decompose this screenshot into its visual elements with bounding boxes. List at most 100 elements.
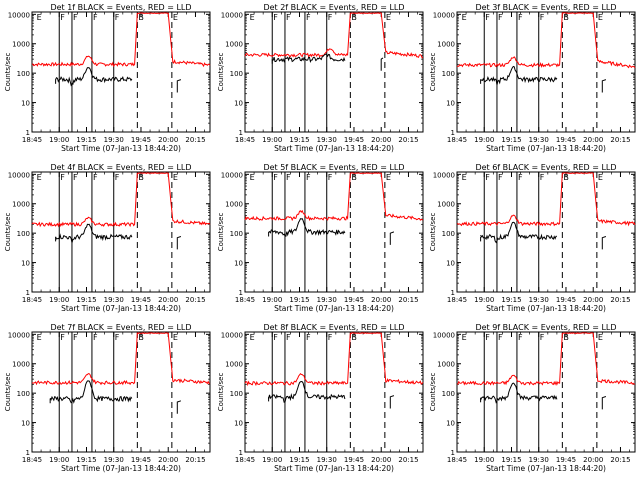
marker-label: E bbox=[173, 333, 178, 342]
x-tick-label: 20:15 bbox=[610, 136, 630, 144]
marker-label: F bbox=[60, 333, 65, 342]
y-tick-label: 10000 bbox=[433, 171, 455, 179]
events-series-line bbox=[480, 221, 557, 244]
marker-label: F bbox=[518, 173, 523, 182]
marker-label: F bbox=[60, 173, 65, 182]
x-tick-label: 19:30 bbox=[104, 136, 124, 144]
x-tick-label: 19:45 bbox=[556, 136, 576, 144]
marker-label: E bbox=[386, 13, 391, 22]
marker-label: F bbox=[93, 13, 98, 22]
marker-label: F bbox=[485, 333, 490, 342]
x-tick-label: 19:00 bbox=[474, 136, 494, 144]
events-series-line bbox=[55, 67, 133, 87]
x-tick-label: 19:45 bbox=[556, 296, 576, 304]
x-tick-label: 19:00 bbox=[49, 296, 69, 304]
x-tick-label: 20:15 bbox=[185, 136, 205, 144]
events-series-segment bbox=[380, 57, 384, 71]
lld-series-line bbox=[244, 172, 424, 222]
x-tick-label: 19:30 bbox=[104, 456, 124, 464]
marker-label: E bbox=[250, 13, 255, 22]
y-axis-label: Counts/sec bbox=[429, 373, 437, 412]
x-tick-label: 18:45 bbox=[447, 136, 467, 144]
y-tick-label: 10000 bbox=[221, 11, 243, 19]
x-tick-label: 19:45 bbox=[344, 136, 364, 144]
marker-label: E bbox=[462, 173, 467, 182]
x-tick-label: 20:00 bbox=[583, 456, 603, 464]
marker-label: F bbox=[540, 173, 545, 182]
x-tick-label: 18:45 bbox=[235, 136, 255, 144]
x-tick-label: 18:45 bbox=[447, 456, 467, 464]
y-tick-label: 10 bbox=[446, 260, 455, 268]
x-tick-label: 19:15 bbox=[289, 296, 309, 304]
y-tick-label: 1000 bbox=[225, 201, 243, 209]
y-tick-label: 10 bbox=[446, 420, 455, 428]
y-tick-label: 10000 bbox=[221, 331, 243, 339]
y-tick-label: 1000 bbox=[437, 361, 455, 369]
marker-label: F bbox=[286, 333, 291, 342]
marker-label: F bbox=[540, 333, 545, 342]
x-tick-label: 18:45 bbox=[447, 296, 467, 304]
marker-label: F bbox=[485, 173, 490, 182]
marker-label: F bbox=[60, 13, 65, 22]
marker-label: F bbox=[273, 13, 278, 22]
y-tick-label: 10000 bbox=[8, 171, 30, 179]
plot-frame bbox=[456, 331, 636, 453]
lld-series-line bbox=[456, 12, 636, 69]
lld-series-line bbox=[31, 172, 211, 228]
y-tick-label: 1000 bbox=[12, 41, 30, 49]
x-tick-label: 19:15 bbox=[501, 136, 521, 144]
events-series-line bbox=[49, 380, 133, 404]
y-tick-label: 10000 bbox=[433, 331, 455, 339]
x-tick-label: 19:30 bbox=[317, 136, 337, 144]
plot-frame bbox=[31, 11, 211, 133]
y-tick-label: 10000 bbox=[433, 11, 455, 19]
x-tick-label: 19:30 bbox=[529, 456, 549, 464]
lld-series-line bbox=[456, 172, 636, 227]
x-tick-label: 19:15 bbox=[76, 456, 96, 464]
x-tick-label: 19:30 bbox=[317, 296, 337, 304]
x-tick-label: 20:00 bbox=[158, 456, 178, 464]
x-tick-label: 19:00 bbox=[262, 456, 282, 464]
x-tick-label: 19:15 bbox=[76, 136, 96, 144]
marker-label: F bbox=[273, 173, 278, 182]
marker-label: E bbox=[37, 333, 42, 342]
x-tick-label: 19:15 bbox=[289, 456, 309, 464]
y-axis-label: Counts/sec bbox=[429, 213, 437, 252]
y-axis-label: Counts/sec bbox=[217, 213, 225, 252]
panel-title: Det 3f BLACK = Events, RED = LLD bbox=[475, 3, 616, 12]
x-tick-label: 19:00 bbox=[474, 456, 494, 464]
marker-label: F bbox=[485, 13, 490, 22]
lld-series-line bbox=[31, 12, 211, 68]
x-axis-label: Start Time (07-Jan-13 18:44:20) bbox=[274, 304, 394, 313]
x-tick-label: 20:00 bbox=[158, 296, 178, 304]
marker-label: E bbox=[37, 173, 42, 182]
y-tick-label: 1000 bbox=[437, 41, 455, 49]
marker-label: F bbox=[498, 173, 503, 182]
y-tick-label: 10 bbox=[21, 260, 30, 268]
lld-series-line bbox=[456, 332, 636, 386]
plot-frame bbox=[456, 171, 636, 293]
x-tick-label: 19:15 bbox=[76, 296, 96, 304]
marker-label: B bbox=[351, 333, 357, 342]
marker-label: F bbox=[273, 333, 278, 342]
y-tick-label: 10000 bbox=[221, 171, 243, 179]
x-tick-label: 19:45 bbox=[556, 456, 576, 464]
x-tick-label: 20:15 bbox=[610, 296, 630, 304]
y-tick-label: 100 bbox=[17, 230, 30, 238]
marker-label: F bbox=[286, 13, 291, 22]
marker-label: E bbox=[386, 333, 391, 342]
y-tick-label: 100 bbox=[17, 70, 30, 78]
marker-label: F bbox=[540, 13, 545, 22]
y-tick-label: 1 bbox=[26, 289, 30, 297]
y-tick-label: 1 bbox=[239, 129, 243, 137]
marker-label: F bbox=[115, 333, 120, 342]
events-series-line bbox=[271, 53, 346, 64]
y-tick-label: 10 bbox=[234, 260, 243, 268]
x-tick-label: 19:45 bbox=[344, 296, 364, 304]
panel-1: Det 1f BLACK = Events, RED = LLD 1 10 100 10… bbox=[4, 3, 211, 153]
plot-frame bbox=[244, 171, 424, 293]
marker-label: F bbox=[306, 13, 311, 22]
y-tick-label: 10000 bbox=[8, 331, 30, 339]
y-tick-label: 10 bbox=[234, 100, 243, 108]
panel-title: Det 7f BLACK = Events, RED = LLD bbox=[50, 323, 191, 332]
